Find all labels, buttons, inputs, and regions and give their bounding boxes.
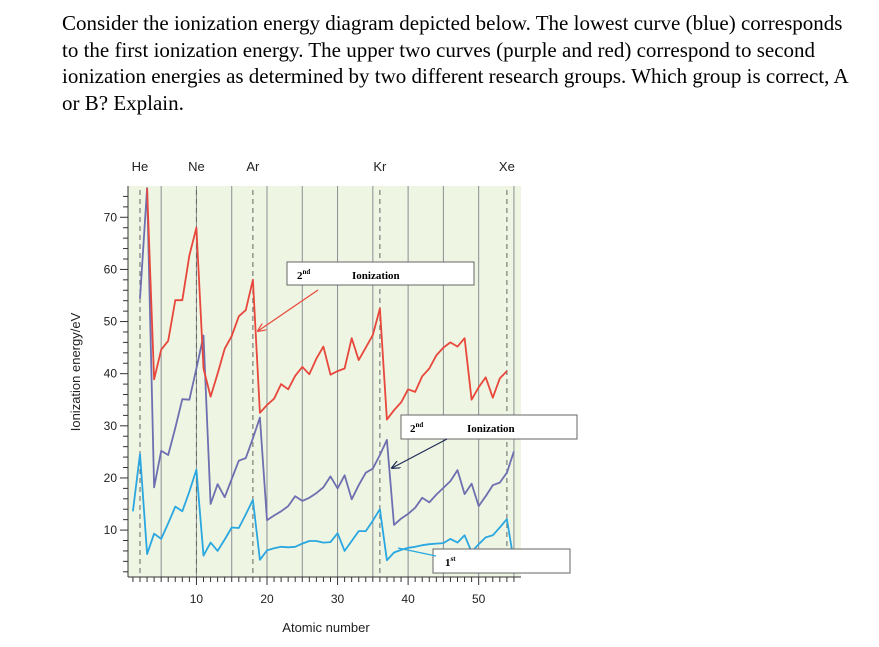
y-axis-title: Ionization energy/eV: [68, 312, 83, 431]
y-tick-label: 40: [104, 367, 118, 381]
y-tick-label: 70: [104, 210, 118, 224]
noble-gas-label: Kr: [373, 159, 387, 174]
y-tick-label: 60: [104, 262, 118, 276]
annotation-box-lower: 1st: [397, 547, 571, 574]
noble-gas-label: Xe: [499, 159, 515, 174]
axes: [127, 186, 521, 578]
x-tick-label: 30: [331, 592, 345, 606]
y-tick-label: 20: [104, 471, 118, 485]
annotation-upper-text: Ionization: [352, 270, 400, 282]
noble-gas-label: Ar: [246, 159, 260, 174]
series-line-1: [132, 453, 515, 563]
annotation-upper-label: 2nd: [297, 268, 310, 282]
plot-background: [128, 186, 521, 577]
annotation-middle-arrow: [392, 438, 448, 468]
y-tick-label: 10: [104, 523, 118, 537]
annotation-lower-line: [397, 547, 437, 557]
series-lines: [132, 187, 515, 563]
x-tick-label: 40: [401, 592, 415, 606]
series-line-3: [146, 188, 508, 421]
y-tick-label: 30: [104, 419, 118, 433]
annotation-upper-arrow: [258, 289, 319, 331]
annotation-box-middle: 2nd Ionization: [392, 414, 578, 468]
x-tick-label: 20: [260, 592, 274, 606]
x-tick-label: 10: [190, 592, 204, 606]
annotation-box-upper: 2nd Ionization: [258, 261, 475, 331]
x-tick-label: 50: [472, 592, 486, 606]
noble-gas-label: Ne: [188, 159, 205, 174]
x-axis-title: Atomic number: [282, 620, 370, 635]
annotation-lower-label: 1st: [445, 555, 456, 569]
annotation-middle-text: Ionization: [467, 423, 515, 435]
annotation-middle-label: 2nd: [410, 421, 423, 435]
ticks: 10 20 30 40 50 10 20 30 40 50 60 70: [104, 195, 515, 606]
noble-gas-label: He: [132, 159, 149, 174]
y-tick-label: 50: [104, 315, 118, 329]
question-text: Consider the ionization energy diagram d…: [62, 11, 848, 115]
noble-gas-markers: He Ne Ar Kr Xe: [132, 159, 515, 577]
